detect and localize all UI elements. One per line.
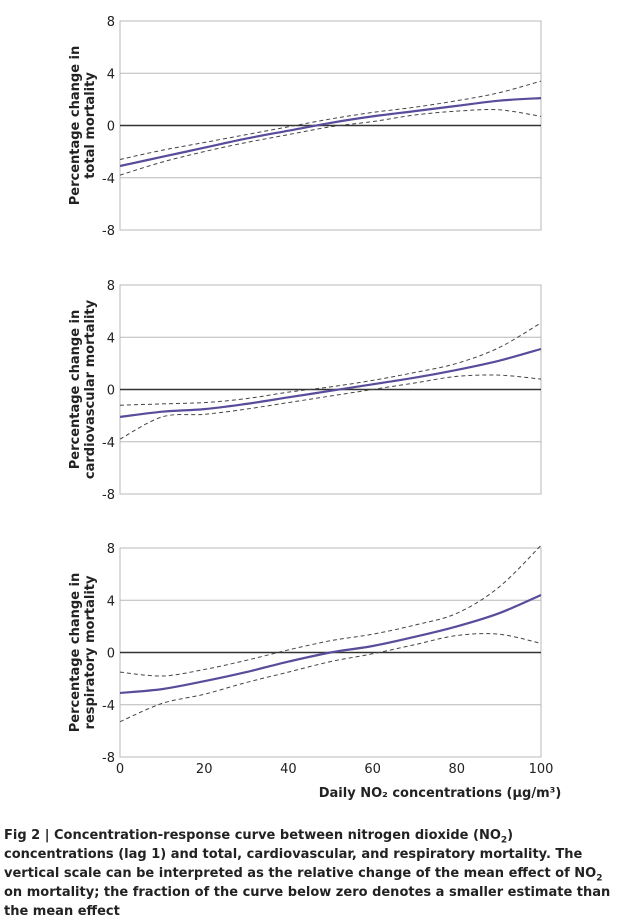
y-axis-label: Percentage change inrespiratory mortalit… [68, 573, 98, 733]
y-tick-label: -8 [102, 224, 115, 239]
y-tick-label: 0 [107, 120, 115, 135]
caption-part-2: ) concentrations (lag 1) and total, card… [4, 828, 597, 881]
x-tick-label: 20 [196, 762, 213, 777]
figure-caption: Fig 2 | Concentration-response curve bet… [4, 826, 618, 921]
y-axis-label-line: cardiovascular mortality [83, 299, 98, 479]
y-tick-label: -8 [102, 488, 115, 503]
y-axis-label-line: Percentage change in [68, 46, 83, 206]
y-tick-label: 4 [107, 594, 115, 609]
panel-2: -8 -4 0 4 8 Percentage change incardiovascula… [68, 279, 542, 503]
y-axis-label-line: Percentage change in [68, 310, 83, 470]
y-axis-label-line: total mortality [83, 72, 98, 179]
caption-part-1: Fig 2 | Concentration-response curve bet… [4, 828, 501, 843]
y-axis-label: Percentage change incardiovascular morta… [68, 299, 98, 479]
y-tick-label: 0 [107, 384, 115, 399]
x-tick-label: 0 [116, 762, 124, 777]
series-upper-line [119, 80, 542, 160]
y-tick-label: 8 [107, 542, 115, 557]
series-lower-line [119, 633, 542, 723]
x-tick-label: 80 [449, 762, 466, 777]
y-tick-label: -4 [102, 699, 115, 714]
caption-part-3: on mortality; the fraction of the curve … [4, 885, 611, 919]
series-upper-line [119, 545, 542, 677]
y-axis-label-line: respiratory mortality [83, 575, 98, 729]
y-tick-label: 4 [107, 331, 115, 346]
x-axis-label: Daily NO₂ concentrations (μg/m³) [319, 786, 562, 801]
caption-subscript-2: 2 [596, 873, 603, 884]
panel-1: -8 -4 0 4 8 Percentage change intotal mortali… [68, 15, 542, 239]
series-estimate-line [119, 347, 542, 418]
y-tick-label: 0 [107, 647, 115, 662]
y-axis-label-line: Percentage change in [68, 573, 83, 733]
x-tick-label: 60 [364, 762, 381, 777]
series-estimate-line [119, 97, 542, 168]
y-tick-label: 8 [107, 15, 115, 30]
series-lower-line [119, 374, 542, 440]
panel-3: -8 -4 0 4 8 Percentage change inrespiratory m… [68, 542, 561, 801]
y-axis-label: Percentage change intotal mortality [68, 46, 98, 206]
series-estimate-line [119, 593, 542, 695]
x-tick-label: 100 [529, 762, 554, 777]
x-tick-label: 40 [280, 762, 297, 777]
series-upper-line [119, 322, 542, 406]
y-tick-label: 4 [107, 67, 115, 82]
y-tick-label: 8 [107, 279, 115, 294]
series-lower-line [119, 109, 542, 176]
y-tick-label: -4 [102, 172, 115, 187]
caption-subscript-1: 2 [500, 835, 508, 846]
y-tick-label: -8 [102, 751, 115, 766]
y-tick-label: -4 [102, 436, 115, 451]
